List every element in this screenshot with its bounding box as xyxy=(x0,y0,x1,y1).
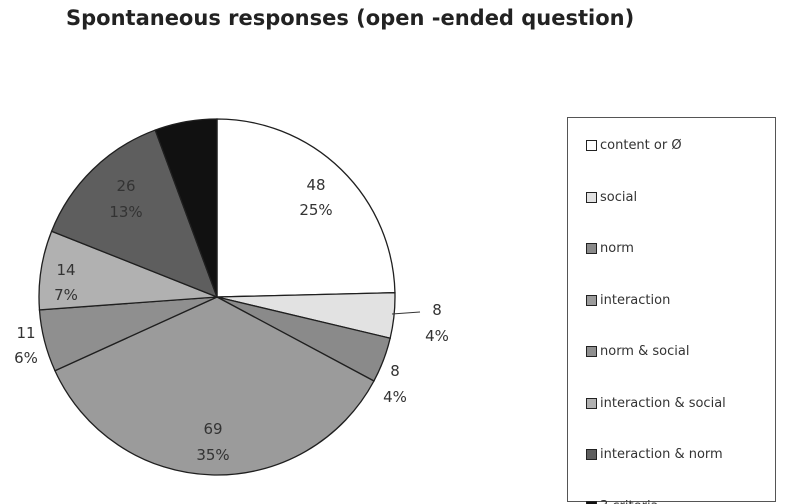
legend-swatch xyxy=(586,191,597,203)
legend-label: norm & social xyxy=(600,344,690,359)
pie-slice-interaction xyxy=(54,296,375,476)
data-label-count-social: 8 xyxy=(432,301,442,319)
legend-label: interaction & social xyxy=(600,395,726,411)
legend-swatch xyxy=(586,346,597,357)
pie-slice-content-or-o xyxy=(216,118,396,298)
legend-swatch xyxy=(586,449,597,460)
legend-item-interaction-and-social: interaction & social xyxy=(586,396,726,411)
pie-slice-3-criteria xyxy=(154,118,218,298)
legend-swatch xyxy=(586,397,597,409)
data-label-percent-interaction-and-social: 7% xyxy=(54,286,78,304)
data-label-percent-content-or-o: 25% xyxy=(299,201,332,219)
legend-swatch xyxy=(586,500,597,504)
legend-item-3-criteria: 3 criteria xyxy=(586,499,659,504)
data-label-percent-interaction-and-norm: 13% xyxy=(109,203,142,221)
legend-label: social xyxy=(600,189,638,205)
legend-swatch xyxy=(586,294,597,306)
legend-swatch xyxy=(586,140,597,151)
legend: content or Ø social norm interaction norm & … xyxy=(567,117,776,504)
data-label-count-interaction-and-norm: 26 xyxy=(116,177,135,195)
legend-label: interaction xyxy=(600,292,671,308)
leader-line-social xyxy=(391,311,421,315)
data-label-count-interaction: 69 xyxy=(203,420,222,438)
legend-item-content-or-o: content or Ø xyxy=(586,138,682,153)
data-label-count-norm-and-social: 11 xyxy=(16,324,35,342)
data-label-percent-norm-and-social: 6% xyxy=(14,349,38,367)
legend-swatch xyxy=(586,243,597,254)
data-label-count-interaction-and-social: 14 xyxy=(56,261,75,279)
legend-item-social: social xyxy=(586,190,637,205)
data-label-count-content-or-o: 48 xyxy=(306,176,325,194)
chart-title: Spontaneous responses (open -ended quest… xyxy=(66,6,635,30)
legend-label: content or Ø xyxy=(600,138,682,153)
legend-item-interaction: interaction xyxy=(586,293,670,308)
legend-label: interaction & norm xyxy=(600,447,723,462)
legend-label: 3 criteria xyxy=(600,499,659,504)
data-label-percent-norm: 4% xyxy=(383,388,407,406)
data-label-count-norm: 8 xyxy=(390,362,400,380)
legend-item-interaction-and-norm: interaction & norm xyxy=(586,447,723,462)
legend-item-norm-and-social: norm & social xyxy=(586,344,689,359)
legend-item-norm: norm xyxy=(586,241,634,256)
legend-label: norm xyxy=(600,241,634,256)
pie-slice-interaction-and-norm xyxy=(50,129,219,299)
data-label-percent-social: 4% xyxy=(425,327,449,345)
data-label-percent-interaction: 35% xyxy=(196,446,229,464)
